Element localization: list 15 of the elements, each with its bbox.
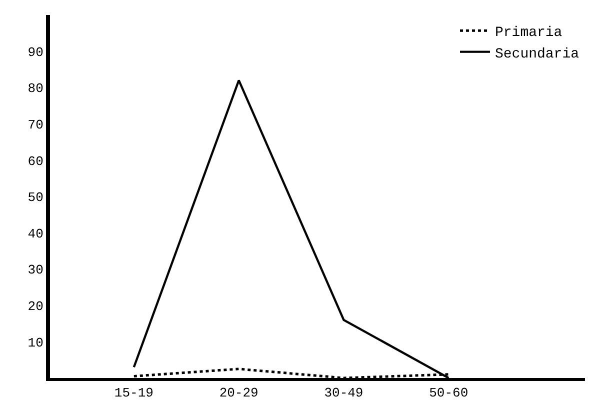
x-tick-label: 15-19	[114, 386, 154, 401]
x-tick-label: 30-49	[324, 386, 364, 401]
legend-label: Secundaria	[495, 46, 580, 62]
x-tick-label: 50-60	[429, 386, 468, 401]
y-tick-label: 50	[28, 190, 44, 206]
x-tick-label: 20-29	[219, 386, 258, 401]
y-tick-label: 90	[28, 44, 44, 60]
y-tick-label: 10	[28, 335, 44, 350]
y-tick-label: 70	[28, 117, 44, 132]
y-tick-label: 30	[28, 262, 44, 278]
y-tick-label: 80	[28, 81, 44, 96]
y-tick-label: 40	[28, 226, 44, 242]
y-tick-label: 60	[28, 154, 44, 169]
y-tick-label: 20	[28, 298, 44, 314]
legend-label: Primaria	[495, 25, 562, 42]
